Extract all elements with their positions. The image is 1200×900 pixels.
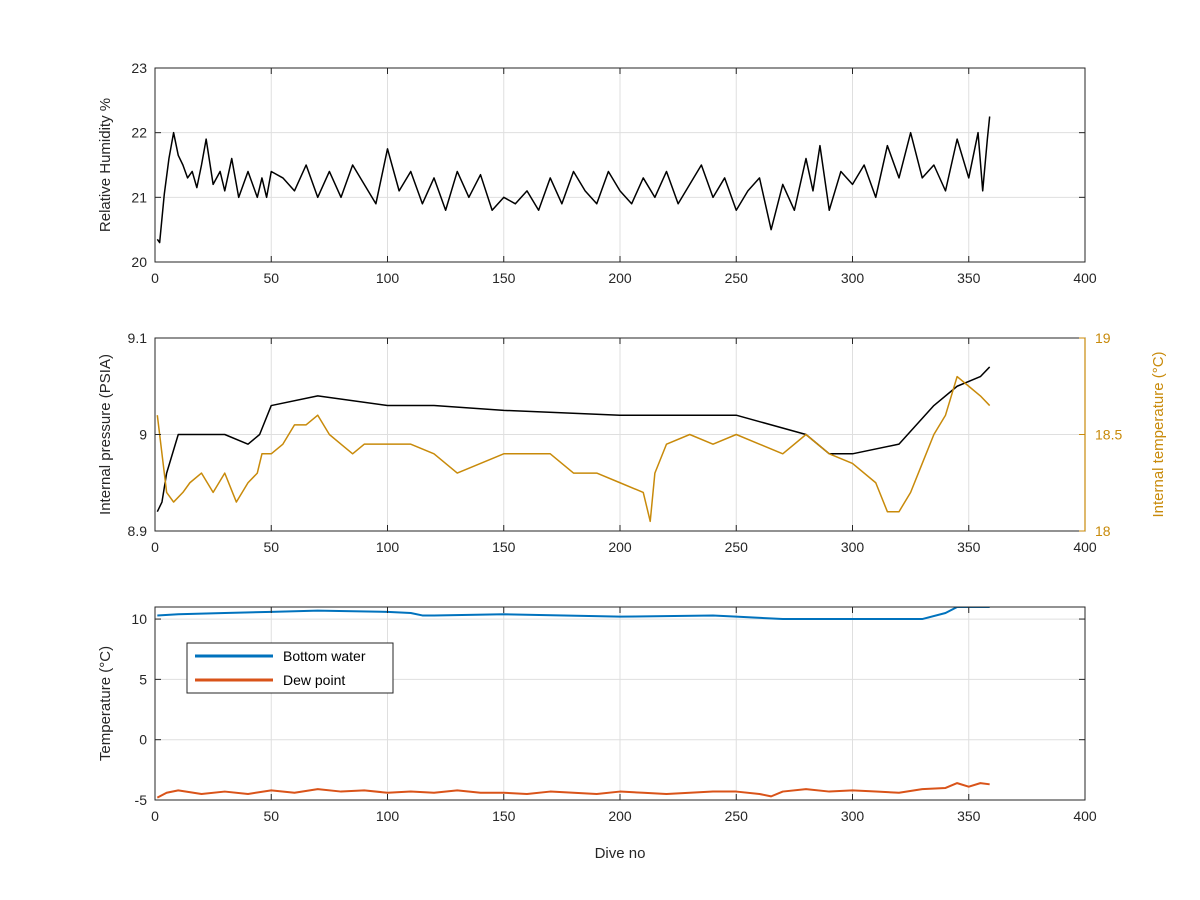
y-tick-label: 23 [131, 60, 147, 76]
x-tick-label: 200 [608, 808, 632, 824]
x-tick-label: 300 [841, 270, 865, 286]
x-tick-label: 150 [492, 539, 516, 555]
x-tick-label: 300 [841, 808, 865, 824]
y-tick-label: 9.1 [128, 330, 148, 346]
y2-tick-label: 18.5 [1095, 427, 1122, 443]
x-tick-label: 0 [151, 539, 159, 555]
y-tick-label: 5 [139, 671, 147, 687]
x-tick-label: 200 [608, 270, 632, 286]
x-tick-label: 100 [376, 808, 400, 824]
legend-label: Bottom water [283, 648, 366, 664]
y-tick-label: 0 [139, 732, 147, 748]
x-tick-label: 50 [263, 539, 279, 555]
y-axis-label: Relative Humidity % [97, 98, 114, 232]
x-tick-label: 350 [957, 270, 981, 286]
x-tick-label: 50 [263, 270, 279, 286]
series-line-2 [156, 782, 990, 799]
y-tick-label: 21 [131, 189, 147, 205]
x-tick-label: 350 [957, 539, 981, 555]
x-tick-label: 150 [492, 808, 516, 824]
x-tick-label: 350 [957, 808, 981, 824]
x-tick-label: 400 [1073, 808, 1097, 824]
series-line-1 [157, 607, 990, 621]
x-tick-label: 250 [725, 270, 749, 286]
panel-3: 0 50 100 150 200 250 300 350 400-50510Temperatur… [97, 606, 1097, 862]
legend-box [186, 642, 394, 694]
y-tick-label: 8.9 [128, 523, 148, 539]
x-axis-label: Dive no [595, 845, 646, 862]
x-tick-label: 400 [1073, 270, 1097, 286]
x-tick-label: 0 [151, 808, 159, 824]
x-tick-label: 250 [725, 808, 749, 824]
x-tick-label: 100 [376, 539, 400, 555]
y-tick-label: 10 [131, 611, 147, 627]
x-tick-label: 300 [841, 539, 865, 555]
series-line-1 [156, 366, 991, 513]
panel-2: 0 50 100 150 200 250 300 350 400 8.9 9 9.1 18 18.5 19 I… [97, 330, 1167, 555]
x-tick-label: 150 [492, 270, 516, 286]
y-axis-label: Internal pressure (PSIA) [97, 354, 114, 515]
x-tick-label: 50 [263, 808, 279, 824]
y-tick-label: 9 [139, 427, 147, 443]
legend-label: Dew point [283, 672, 345, 688]
panel-1: 0 50 100 150 200 250 300 350 400 20 21 22 23 Relative… [97, 60, 1097, 286]
x-tick-label: 200 [608, 539, 632, 555]
x-tick-label: 400 [1073, 539, 1097, 555]
series-line-1 [156, 116, 991, 244]
y2-tick-label: 19 [1095, 330, 1111, 346]
y-tick-label: 22 [131, 125, 147, 141]
series-line-2 [156, 375, 991, 523]
y-tick-label: 20 [131, 254, 147, 270]
y2-tick-label: 18 [1095, 523, 1111, 539]
x-tick-label: 0 [151, 270, 159, 286]
legend: Bottom water Dew point [186, 642, 394, 694]
x-tick-label: 100 [376, 270, 400, 286]
x-tick-label: 250 [725, 539, 749, 555]
y2-axis-label: Internal temperature (°C) [1150, 351, 1167, 517]
y-axis-label: Temperature (°C) [97, 646, 114, 761]
y-tick-label: -5 [135, 792, 148, 808]
